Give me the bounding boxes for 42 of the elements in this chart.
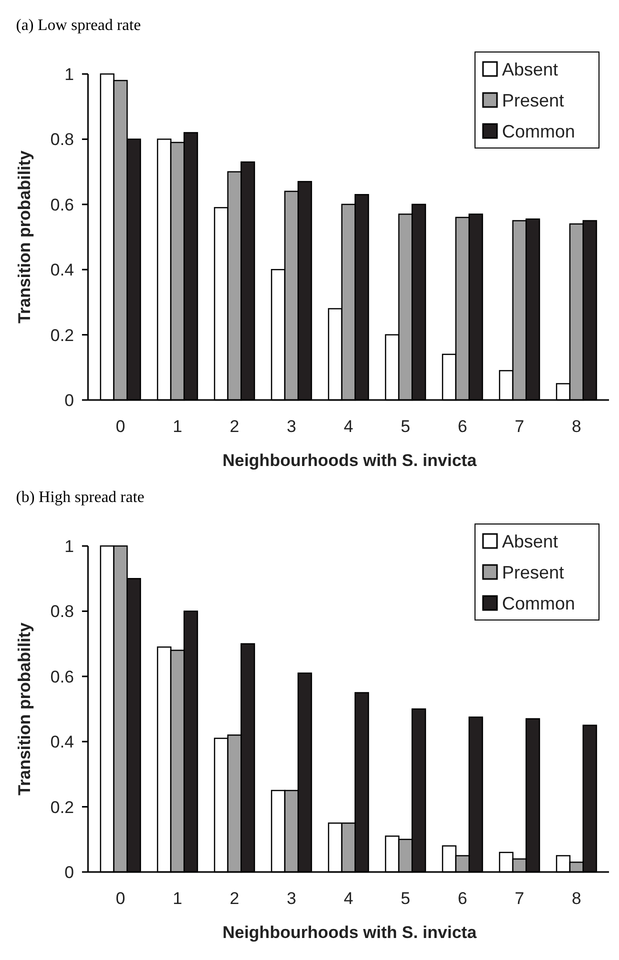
legend-label: Common bbox=[502, 593, 576, 614]
x-tick-label: 6 bbox=[458, 889, 468, 908]
y-tick-label: 0 bbox=[64, 390, 74, 410]
legend-label: Absent bbox=[502, 59, 558, 80]
y-tick-label: 1 bbox=[64, 64, 74, 84]
x-tick-label: 8 bbox=[572, 889, 582, 908]
x-tick-label: 1 bbox=[172, 889, 182, 908]
y-axis-title: Transition probability bbox=[15, 150, 34, 324]
y-tick-label: 0.6 bbox=[50, 667, 74, 686]
x-axis-title: Neighbourhoods with S. invicta bbox=[222, 923, 478, 942]
y-tick-label: 0.4 bbox=[50, 732, 74, 752]
legend-label: Absent bbox=[502, 531, 558, 552]
y-tick-label: 1 bbox=[64, 536, 74, 556]
x-tick-label: 0 bbox=[116, 889, 126, 908]
x-tick-label: 2 bbox=[230, 417, 240, 436]
x-tick-label: 3 bbox=[286, 889, 296, 908]
legend-label: Present bbox=[502, 90, 564, 110]
legend-label: Common bbox=[502, 121, 576, 142]
x-tick-label: 5 bbox=[400, 417, 410, 436]
chart-title: (a) Low spread rate bbox=[16, 17, 141, 34]
x-tick-label: 6 bbox=[458, 417, 468, 436]
x-tick-label: 1 bbox=[172, 417, 182, 436]
y-tick-label: 0.2 bbox=[50, 798, 74, 817]
y-tick-label: 0.6 bbox=[50, 195, 74, 214]
x-tick-label: 7 bbox=[514, 417, 524, 436]
y-tick-label: 0 bbox=[64, 862, 74, 882]
chart-title: (b) High spread rate bbox=[16, 489, 144, 506]
x-tick-label: 5 bbox=[400, 889, 410, 908]
x-tick-label: 2 bbox=[230, 889, 240, 908]
x-tick-label: 7 bbox=[514, 889, 524, 908]
x-tick-label: 4 bbox=[344, 889, 354, 908]
y-axis-title: Transition probability bbox=[15, 622, 34, 796]
x-axis-title: Neighbourhoods with S. invicta bbox=[222, 451, 478, 470]
y-tick-label: 0.8 bbox=[50, 130, 74, 150]
y-tick-label: 0.8 bbox=[50, 602, 74, 622]
x-tick-label: 8 bbox=[572, 417, 582, 436]
legend-label: Present bbox=[502, 562, 564, 582]
x-tick-label: 0 bbox=[116, 417, 126, 436]
x-tick-label: 3 bbox=[286, 417, 296, 436]
y-tick-label: 0.2 bbox=[50, 326, 74, 345]
y-tick-label: 0.4 bbox=[50, 260, 74, 280]
x-tick-label: 4 bbox=[344, 417, 354, 436]
